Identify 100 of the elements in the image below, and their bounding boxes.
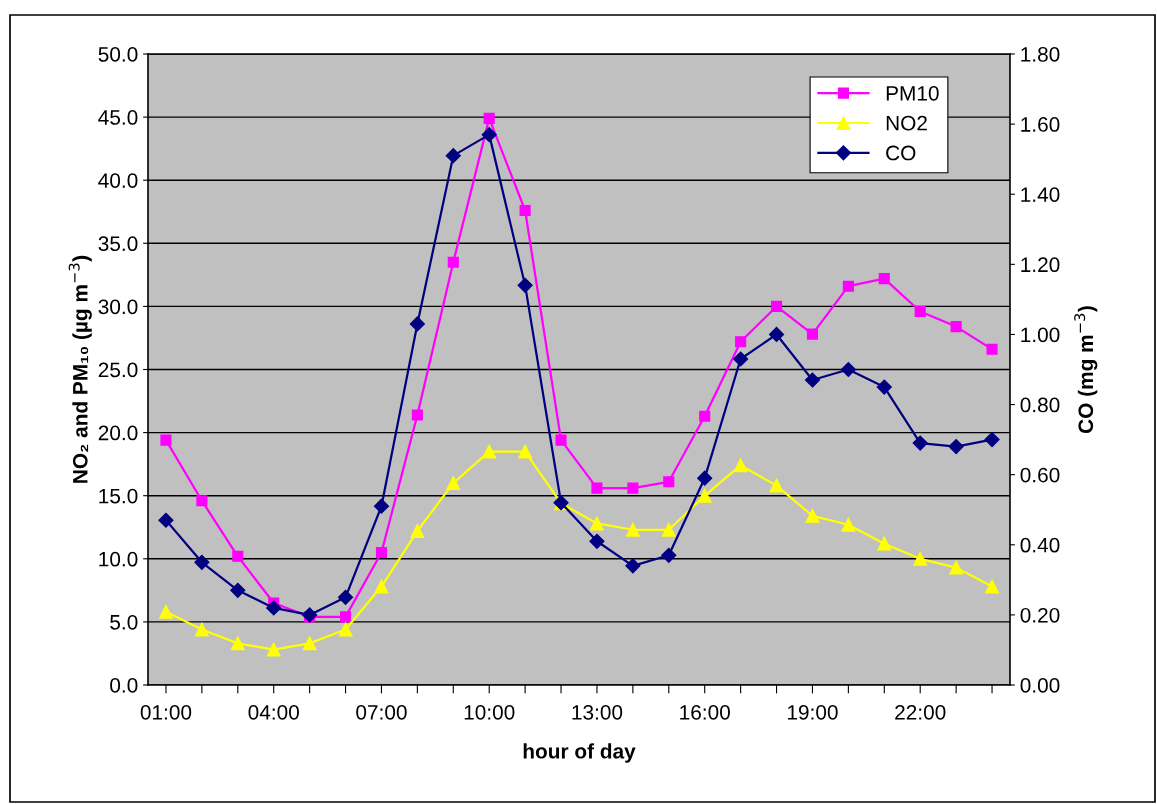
y2-tick-label: 0.00 [1020,678,1060,693]
y2-tick-label: 1.60 [1021,117,1060,132]
point [339,611,352,623]
point [842,280,854,292]
point [373,498,390,514]
point [949,560,964,575]
point [770,300,783,312]
point [768,326,785,343]
x-tick-label: 04:00 [248,704,299,720]
point [159,604,173,619]
point [518,444,533,459]
y-tick-label: 5.0 [110,614,138,630]
point [735,336,747,348]
x-tick-label: 19:00 [787,704,838,720]
point [519,204,531,217]
y-tick-label: 15.0 [99,488,138,504]
point [948,439,964,455]
x-axis-title: hour of day [523,743,636,763]
legend-label: PM10 [886,85,939,101]
point [411,409,423,421]
x-tick-label: 07:00 [356,704,407,720]
y-tick-label: 0.0 [110,678,138,693]
legend-label: NO2 [886,115,927,131]
point [590,516,604,531]
point [409,316,425,332]
x-tick-label: 13:00 [572,704,623,720]
y2-tick-label: 1.00 [1021,327,1060,343]
y2-tick-label: 0.40 [1020,537,1060,553]
point [984,432,1000,448]
point [337,589,354,605]
point [338,622,353,637]
point [840,361,856,378]
point [589,533,605,549]
point [697,470,713,486]
point [805,508,820,523]
point [663,476,675,488]
point [804,372,821,388]
point [302,607,318,623]
point [950,321,962,333]
point [913,551,928,566]
x-tick-label: 01:00 [140,704,192,720]
point [912,435,928,451]
point [481,127,497,143]
point [985,579,999,594]
point [697,488,712,503]
y-tick-label: 10.0 [99,551,138,567]
point [375,546,388,559]
y-tick-label: 20.0 [98,425,138,441]
point [160,434,172,446]
point [194,554,210,570]
point [517,277,533,293]
point [699,410,711,422]
point [914,305,926,318]
point [806,328,819,340]
point [877,536,892,551]
y-tick-label: 50.0 [98,47,138,62]
x-tick-label: 22:00 [895,704,946,720]
point [841,517,856,532]
y2-tick-label: 0.60 [1020,467,1060,483]
point [627,482,639,494]
point [661,547,677,563]
y-tick-label: 25.0 [98,362,138,378]
point [876,379,892,395]
point [445,148,461,164]
point [625,522,640,537]
point [555,434,567,446]
point [769,478,784,493]
point [482,444,497,459]
point [878,273,890,285]
point [230,636,245,651]
y2-tick-label: 1.40 [1021,187,1060,202]
point [661,522,676,537]
point [447,256,459,268]
point [986,343,998,355]
point [194,622,209,637]
x-tick-label: 10:00 [464,704,515,720]
y2-axis-title: CO (mg m$^{−3}$) [1074,306,1098,434]
y-tick-label: 40.0 [98,173,138,188]
y2-tick-label: 1.80 [1021,47,1060,62]
point [625,558,641,574]
point [483,112,495,124]
y-axis-title: NO₂ and PM₁₀ (µg m$^{−3}$) [68,255,92,483]
point [410,524,425,538]
y-tick-label: 30.0 [98,299,138,315]
point [446,476,461,491]
x-tick-label: 16:00 [680,704,730,720]
point [196,495,208,507]
y-tick-label: 35.0 [98,236,138,252]
legend-label: CO [886,145,916,161]
point [733,351,749,367]
y2-tick-label: 0.20 [1020,607,1060,623]
point [158,512,174,528]
y2-tick-label: 1.20 [1021,257,1060,273]
point [230,582,246,598]
y2-tick-label: 0.80 [1020,397,1060,413]
point [266,642,281,657]
point [266,600,282,616]
point [232,550,244,562]
y-tick-label: 45.0 [98,110,138,125]
point [591,482,603,494]
